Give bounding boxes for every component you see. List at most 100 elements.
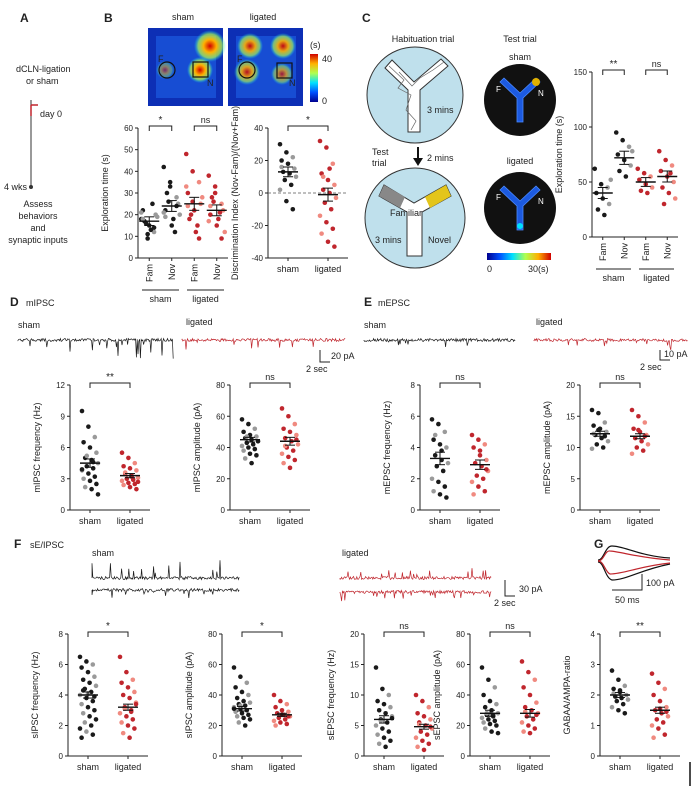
data-point <box>415 711 420 716</box>
data-point <box>87 680 92 686</box>
data-point <box>132 726 137 731</box>
data-point <box>602 420 608 425</box>
x-category-label: ligated <box>627 516 654 526</box>
trace-e-ligated-label: ligated <box>536 317 563 327</box>
data-point <box>119 450 125 456</box>
data-point <box>219 236 224 241</box>
x-category-label: Fam <box>189 264 199 282</box>
data-point <box>167 184 173 189</box>
ymaze-map-ligated-title: ligated <box>507 156 534 166</box>
data-point <box>656 726 661 731</box>
x-category-label: ligated <box>277 516 304 526</box>
data-point <box>284 198 289 204</box>
heatmap-sham-title: sham <box>172 12 194 22</box>
data-point <box>140 216 146 222</box>
y-tick-label: -20 <box>251 222 263 231</box>
scalebar-f-x: 2 sec <box>494 598 516 608</box>
y-tick-label: 40 <box>216 444 225 453</box>
data-point <box>241 448 246 453</box>
data-point <box>632 435 638 441</box>
data-point <box>145 236 150 241</box>
chart-B-exploration: 0 10 20 30 40 50 60 Exploration time (s) Fam Nov F… <box>100 115 228 304</box>
data-point <box>84 453 90 459</box>
data-point <box>190 169 195 174</box>
data-point <box>292 457 298 463</box>
y-tick-label: 0 <box>213 752 218 761</box>
panel-a-line2: or sham <box>26 76 59 86</box>
data-point <box>85 669 91 675</box>
data-point <box>92 434 98 440</box>
data-point <box>476 484 481 489</box>
data-point <box>325 177 331 183</box>
data-point <box>611 686 616 692</box>
significance-label: ns <box>455 372 465 382</box>
data-point <box>284 721 290 727</box>
chart-F-sIPSC-amp: 0 20 40 60 80 sIPSC amplitude (pA) sham ligated… <box>184 621 302 772</box>
data-point <box>79 735 84 740</box>
colorbar-c-max: 30(s) <box>528 264 549 274</box>
data-point <box>661 201 667 207</box>
test-trial-label-a: Test <box>372 147 389 157</box>
data-point <box>530 717 536 722</box>
significance-bracket <box>249 382 291 388</box>
data-point <box>77 654 83 660</box>
data-point <box>161 210 167 215</box>
data-point <box>486 717 491 722</box>
data-point <box>117 654 123 660</box>
data-point <box>373 723 379 728</box>
data-point <box>604 429 609 435</box>
data-point <box>527 692 533 698</box>
data-point <box>295 442 301 447</box>
y-tick-label: 0 <box>355 752 360 761</box>
data-point <box>241 715 246 721</box>
panel-a-wks: 4 wks <box>4 182 28 192</box>
data-point <box>494 701 499 707</box>
x-category-label: ligated <box>115 762 142 772</box>
x-category-label: Fam <box>144 264 154 282</box>
scalebar-d-x: 2 sec <box>306 364 328 374</box>
data-point <box>164 190 170 196</box>
data-point <box>279 406 285 411</box>
data-point <box>249 460 254 466</box>
data-point <box>376 707 382 713</box>
test-duration: 3 mins <box>375 235 402 245</box>
data-point <box>287 465 293 471</box>
data-point <box>234 695 240 701</box>
data-point <box>609 668 615 673</box>
x-category-label: sham <box>231 762 253 772</box>
ymaze-ligated-n: N <box>538 197 544 206</box>
data-point <box>375 698 380 704</box>
data-point <box>432 453 438 458</box>
data-point <box>605 438 611 444</box>
data-point <box>622 711 628 716</box>
x-category-label: sham <box>79 516 101 526</box>
y-tick-label: 20 <box>254 157 263 166</box>
data-point <box>127 466 133 471</box>
data-point <box>629 451 635 457</box>
data-point <box>616 677 621 683</box>
movement-trace <box>388 61 445 131</box>
data-point <box>609 704 615 710</box>
data-point <box>645 442 651 447</box>
data-point <box>330 226 336 232</box>
data-point <box>278 720 283 725</box>
panel-a-assess3: and <box>30 223 45 233</box>
data-point <box>247 451 253 457</box>
data-point <box>482 726 488 731</box>
chart-C-exploration: 0 50 100 150 Exploration time (s) Fam Nov Fam No… <box>554 59 678 283</box>
data-point <box>494 723 499 728</box>
data-point <box>125 723 131 728</box>
chart-B-discrimination: -40 -20 0 20 40 Discrimination Index (Nov-Fam… <box>230 106 348 280</box>
data-point <box>477 448 483 453</box>
data-point <box>293 174 299 180</box>
y-tick-label: 100 <box>574 123 588 132</box>
panel-a-line1: dCLN-ligation <box>16 64 71 74</box>
data-point <box>480 476 486 482</box>
novel-label: Novel <box>428 235 451 245</box>
data-point <box>665 714 671 719</box>
data-point <box>119 478 125 484</box>
y-tick-label: 6 <box>411 412 416 421</box>
data-point <box>380 686 385 692</box>
colorbar-c <box>487 253 551 260</box>
significance-label: ns <box>615 372 625 382</box>
